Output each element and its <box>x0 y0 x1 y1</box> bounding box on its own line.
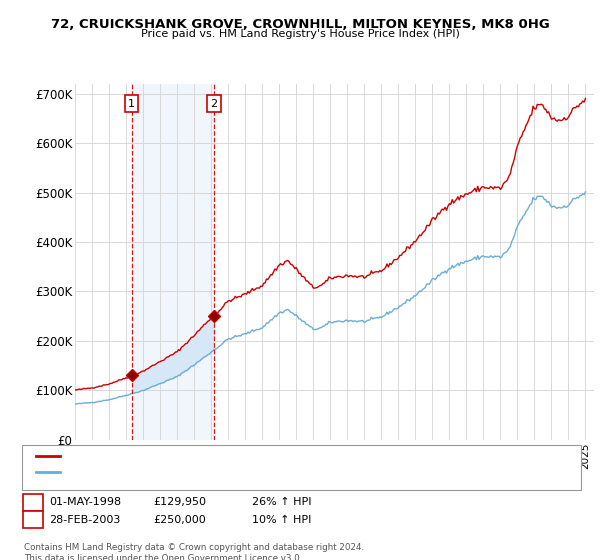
Text: 28-FEB-2003: 28-FEB-2003 <box>49 515 121 525</box>
Text: £129,950: £129,950 <box>153 497 206 507</box>
Text: 01-MAY-1998: 01-MAY-1998 <box>49 497 121 507</box>
Text: 2: 2 <box>211 99 218 109</box>
Text: 72, CRUICKSHANK GROVE, CROWNHILL, MILTON KEYNES, MK8 0HG (detached house): 72, CRUICKSHANK GROVE, CROWNHILL, MILTON… <box>64 451 481 461</box>
Text: 2: 2 <box>29 515 37 525</box>
Text: Price paid vs. HM Land Registry's House Price Index (HPI): Price paid vs. HM Land Registry's House … <box>140 29 460 39</box>
Text: 26% ↑ HPI: 26% ↑ HPI <box>252 497 311 507</box>
Text: 1: 1 <box>29 497 37 507</box>
Text: 72, CRUICKSHANK GROVE, CROWNHILL, MILTON KEYNES, MK8 0HG: 72, CRUICKSHANK GROVE, CROWNHILL, MILTON… <box>50 18 550 31</box>
Text: 10% ↑ HPI: 10% ↑ HPI <box>252 515 311 525</box>
Text: 1: 1 <box>128 99 135 109</box>
Text: Contains HM Land Registry data © Crown copyright and database right 2024.
This d: Contains HM Land Registry data © Crown c… <box>24 543 364 560</box>
Text: HPI: Average price, detached house, Milton Keynes: HPI: Average price, detached house, Milt… <box>64 466 313 477</box>
Text: £250,000: £250,000 <box>153 515 206 525</box>
